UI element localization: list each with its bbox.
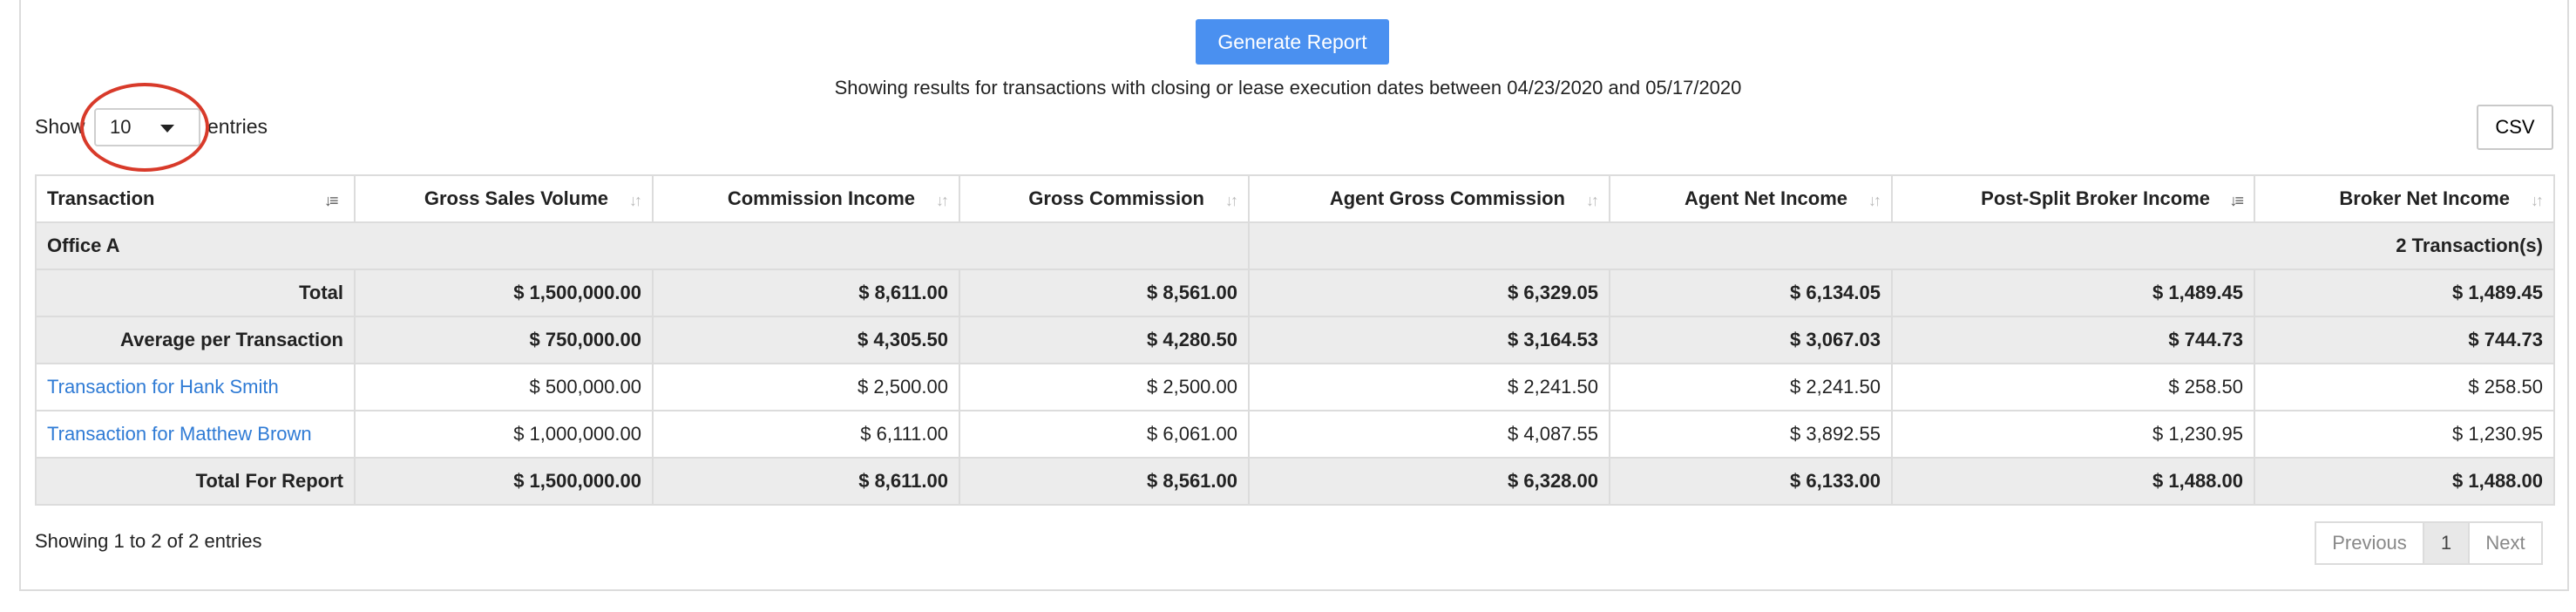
value-cell: $ 2,500.00 [652,363,960,411]
csv-export-button[interactable]: CSV [2477,105,2553,150]
value-cell: $ 4,087.55 [1248,410,1610,459]
value-cell: $ 1,230.95 [2254,410,2555,459]
page-1-button[interactable]: 1 [2423,521,2470,565]
entries-per-page-select[interactable]: 10 [94,108,200,146]
value-cell: $ 1,489.45 [1891,269,2255,317]
value-cell: $ 1,500,000.00 [354,457,654,506]
value-cell: $ 258.50 [1891,363,2255,411]
column-header-label: Broker Net Income [2339,187,2510,209]
transaction-name-cell: Transaction for Matthew Brown [35,410,356,459]
value-cell: $ 8,611.00 [652,457,960,506]
value-cell: $ 1,489.45 [2254,269,2555,317]
value-cell: $ 6,111.00 [652,410,960,459]
transaction-name-cell: Transaction for Hank Smith [35,363,356,411]
column-header[interactable]: Agent Net Income ↓↑ [1609,174,1893,223]
office-name: Office A [35,221,1250,270]
value-cell: $ 6,329.05 [1248,269,1610,317]
value-cell: $ 500,000.00 [354,363,654,411]
column-header[interactable]: Gross Commission ↓↑ [959,174,1250,223]
value-cell: $ 3,164.53 [1248,316,1610,364]
pagination: Previous 1 Next [2315,521,2543,565]
sort-active-icon[interactable]: ↓≡ [324,192,339,209]
next-page-button[interactable]: Next [2468,521,2543,565]
column-header[interactable]: Post-Split Broker Income ↓≡ [1891,174,2255,223]
column-header-label: Gross Sales Volume [424,187,608,209]
row-label: Total For Report [35,457,356,506]
value-cell: $ 744.73 [2254,316,2555,364]
entries-label: entries [207,115,268,138]
column-header[interactable]: Commission Income ↓↑ [652,174,960,223]
value-cell: $ 258.50 [2254,363,2555,411]
value-cell: $ 8,561.00 [959,457,1250,506]
value-cell: $ 744.73 [1891,316,2255,364]
table-info: Showing 1 to 2 of 2 entries [35,530,262,552]
sort-icon[interactable]: ↓↑ [1225,192,1238,209]
sort-icon[interactable]: ↓↑ [1586,192,1599,209]
column-header[interactable]: Transaction ↓≡ [35,174,356,223]
table-header-row: Transaction ↓≡ Gross Sales Volume ↓↑ Commiss… [35,174,2555,223]
value-cell: $ 3,892.55 [1609,410,1893,459]
value-cell: $ 6,328.00 [1248,457,1610,506]
date-range-info: Showing results for transactions with cl… [834,77,1742,99]
value-cell: $ 750,000.00 [354,316,654,364]
value-cell: $ 2,500.00 [959,363,1250,411]
table-row: Transaction for Hank Smith $ 500,000.00 $ … [35,363,2555,411]
sort-icon[interactable]: ↓↑ [629,192,642,209]
column-header[interactable]: Broker Net Income ↓↑ [2254,174,2555,223]
generate-report-button[interactable]: Generate Report [1196,19,1389,65]
value-cell: $ 1,488.00 [2254,457,2555,506]
column-header-label: Agent Gross Commission [1329,187,1565,209]
office-group-row: Office A 2 Transaction(s) [35,221,2555,270]
row-label: Average per Transaction [35,316,356,364]
report-table: Transaction ↓≡ Gross Sales Volume ↓↑ Commiss… [35,174,2555,506]
value-cell: $ 6,061.00 [959,410,1250,459]
table-row: Transaction for Matthew Brown $ 1,000,000… [35,410,2555,459]
column-header-label: Transaction [47,187,155,209]
sort-icon[interactable]: ↓↑ [2531,192,2544,209]
value-cell: $ 4,305.50 [652,316,960,364]
caret-down-icon [160,125,174,133]
sort-icon[interactable]: ↓↑ [1868,192,1881,209]
total-row: Total $ 1,500,000.00 $ 8,611.00 $ 8,561.00 $… [35,269,2555,317]
sort-active-icon[interactable]: ↓≡ [2229,192,2244,209]
column-header-label: Commission Income [727,187,915,209]
average-row: Average per Transaction $ 750,000.00 $ 4,3… [35,316,2555,364]
value-cell: $ 3,067.03 [1609,316,1893,364]
sort-icon[interactable]: ↓↑ [936,192,949,209]
value-cell: $ 8,561.00 [959,269,1250,317]
entries-select-value: 10 [110,116,132,138]
value-cell: $ 2,241.50 [1248,363,1610,411]
value-cell: $ 4,280.50 [959,316,1250,364]
value-cell: $ 1,500,000.00 [354,269,654,317]
previous-page-button[interactable]: Previous [2315,521,2424,565]
row-label: Total [35,269,356,317]
total-for-report-row: Total For Report $ 1,500,000.00 $ 8,611.00… [35,457,2555,506]
value-cell: $ 8,611.00 [652,269,960,317]
column-header[interactable]: Gross Sales Volume ↓↑ [354,174,654,223]
value-cell: $ 6,134.05 [1609,269,1893,317]
column-header-label: Agent Net Income [1684,187,1847,209]
transaction-link[interactable]: Transaction for Hank Smith [47,376,279,398]
column-header[interactable]: Agent Gross Commission ↓↑ [1248,174,1610,223]
value-cell: $ 1,000,000.00 [354,410,654,459]
value-cell: $ 2,241.50 [1609,363,1893,411]
column-header-label: Post-Split Broker Income [1981,187,2210,209]
value-cell: $ 1,230.95 [1891,410,2255,459]
column-header-label: Gross Commission [1028,187,1204,209]
show-label: Show [35,115,85,138]
transaction-link[interactable]: Transaction for Matthew Brown [47,423,312,445]
office-transaction-count: 2 Transaction(s) [1248,221,2555,270]
value-cell: $ 1,488.00 [1891,457,2255,506]
value-cell: $ 6,133.00 [1609,457,1893,506]
